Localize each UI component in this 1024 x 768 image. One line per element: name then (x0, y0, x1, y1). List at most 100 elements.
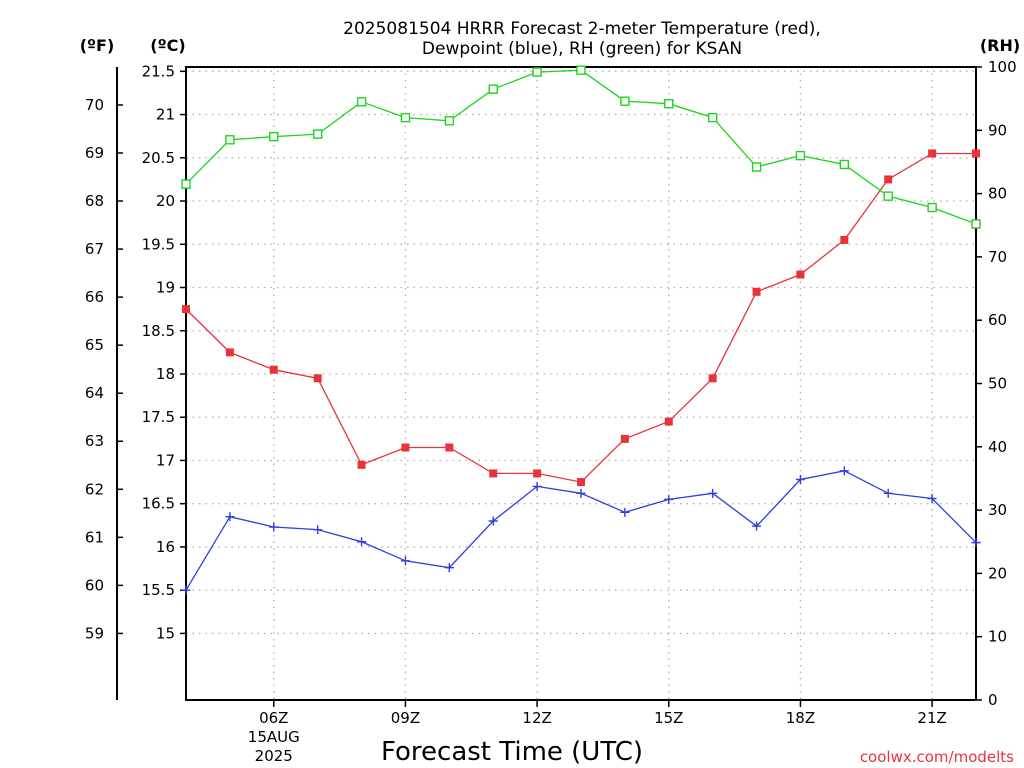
rh-point (400, 112, 411, 123)
rh-point (620, 96, 630, 106)
time-tick-label: 18Z (786, 709, 815, 727)
temperature-point (357, 460, 366, 469)
rh-point (356, 97, 367, 107)
temperature-point (269, 365, 278, 374)
celsius-tick-label: 19.5 (142, 235, 175, 253)
temperature-point (796, 270, 805, 279)
dewpoint-point (927, 494, 937, 504)
temperature-point (489, 469, 498, 478)
rh-tick-label: 40 (988, 438, 1007, 456)
celsius-axis: 15 15.5 16 16.5 17 17.5 18 18.5 19 19.5 20 20.5 21 21… (142, 62, 186, 642)
dewpoint-point (708, 488, 718, 498)
credit-link[interactable]: coolwx.com/modelts (860, 748, 1014, 766)
rh-point (312, 129, 323, 139)
rh-tick-label: 80 (988, 185, 1007, 203)
dewpoint-point (839, 466, 849, 476)
fahrenheit-unit-label: (ºF) (80, 36, 115, 55)
celsius-tick-label: 16 (156, 538, 175, 556)
celsius-tick-label: 15.5 (142, 581, 175, 599)
dewpoint-point (795, 474, 805, 484)
dewpoint-point (357, 537, 367, 547)
dewpoint-point (620, 507, 630, 517)
temperature-series-line (185, 152, 976, 483)
dewpoint-point (488, 516, 498, 526)
time-tick-label: 12Z (522, 709, 551, 727)
celsius-tick-label: 17 (156, 451, 175, 469)
rh-point (532, 67, 542, 77)
celsius-unit-label: (ºC) (150, 36, 185, 55)
time-tick-label: 09Z (391, 709, 420, 727)
dewpoint-point (971, 538, 981, 548)
rh-point (269, 131, 279, 142)
temperature-point (752, 287, 761, 296)
fahrenheit-tick-label: 59 (85, 624, 104, 642)
rh-point (971, 219, 981, 229)
fahrenheit-tick-label: 66 (85, 288, 104, 306)
fahrenheit-tick-label: 69 (85, 144, 104, 162)
rh-tick-label: 60 (988, 311, 1007, 329)
temperature-point (182, 305, 190, 314)
temperature-point (840, 235, 849, 244)
celsius-tick-label: 16.5 (142, 495, 175, 513)
date-label: 15AUG (248, 728, 300, 746)
fahrenheit-tick-label: 64 (85, 384, 104, 402)
celsius-tick-label: 18.5 (142, 322, 175, 340)
fahrenheit-tick-label: 62 (85, 480, 104, 498)
chart-title: 2025081504 HRRR Forecast 2-meter Tempera… (343, 19, 821, 39)
rh-axis: 0 10 20 30 40 50 60 70 80 90 100 (976, 58, 1017, 709)
temperature-point (708, 374, 717, 383)
temperature-point (577, 478, 585, 487)
rh-point (576, 65, 586, 75)
grid-lines (186, 67, 976, 700)
rh-point (751, 162, 762, 172)
time-tick-label: 15Z (654, 709, 683, 727)
celsius-tick-label: 21 (156, 106, 175, 124)
celsius-tick-label: 17.5 (142, 408, 175, 426)
rh-tick-label: 0 (988, 691, 998, 709)
temperature-point (225, 348, 234, 357)
rh-point (927, 202, 937, 213)
rh-tick-label: 50 (988, 375, 1007, 393)
temperature-point (664, 417, 673, 426)
year-label: 2025 (255, 747, 293, 765)
plot-frame (185, 66, 977, 701)
rh-point (664, 99, 674, 109)
dewpoint-series-line (185, 470, 977, 591)
fahrenheit-tick-label: 67 (85, 240, 104, 258)
temperature-point (313, 374, 322, 383)
dewpoint-point (444, 563, 454, 573)
dewpoint-point (269, 522, 279, 532)
temperature-point (972, 149, 980, 158)
temperature-point (620, 434, 629, 443)
fahrenheit-tick-label: 61 (85, 528, 104, 546)
rh-point (444, 116, 455, 126)
celsius-tick-label: 20.5 (142, 149, 175, 167)
dewpoint-point (313, 525, 323, 535)
rh-point (181, 179, 191, 189)
fahrenheit-tick-label: 70 (85, 96, 104, 114)
temperature-point (928, 149, 937, 158)
chart-subtitle: Dewpoint (blue), RH (green) for KSAN (422, 39, 742, 59)
temperature-point (884, 175, 893, 184)
celsius-tick-label: 20 (156, 192, 175, 210)
rh-tick-label: 30 (988, 501, 1007, 519)
dewpoint-point (664, 494, 674, 504)
rh-point (225, 135, 235, 145)
celsius-tick-label: 19 (156, 279, 175, 297)
dewpoint-point (181, 585, 191, 595)
rh-tick-label: 10 (988, 628, 1007, 646)
fahrenheit-tick-label: 65 (85, 336, 104, 354)
rh-tick-label: 70 (988, 248, 1007, 266)
dewpoint-point (225, 512, 235, 522)
fahrenheit-tick-label: 63 (85, 432, 104, 450)
temperature-point (445, 443, 454, 452)
temperature-point (533, 469, 542, 478)
dewpoint-point (400, 556, 410, 566)
dewpoint-point (576, 488, 586, 498)
rh-point (707, 112, 718, 123)
rh-unit-label: (RH) (980, 36, 1020, 55)
dewpoint-point (883, 488, 893, 498)
rh-point (488, 84, 498, 94)
